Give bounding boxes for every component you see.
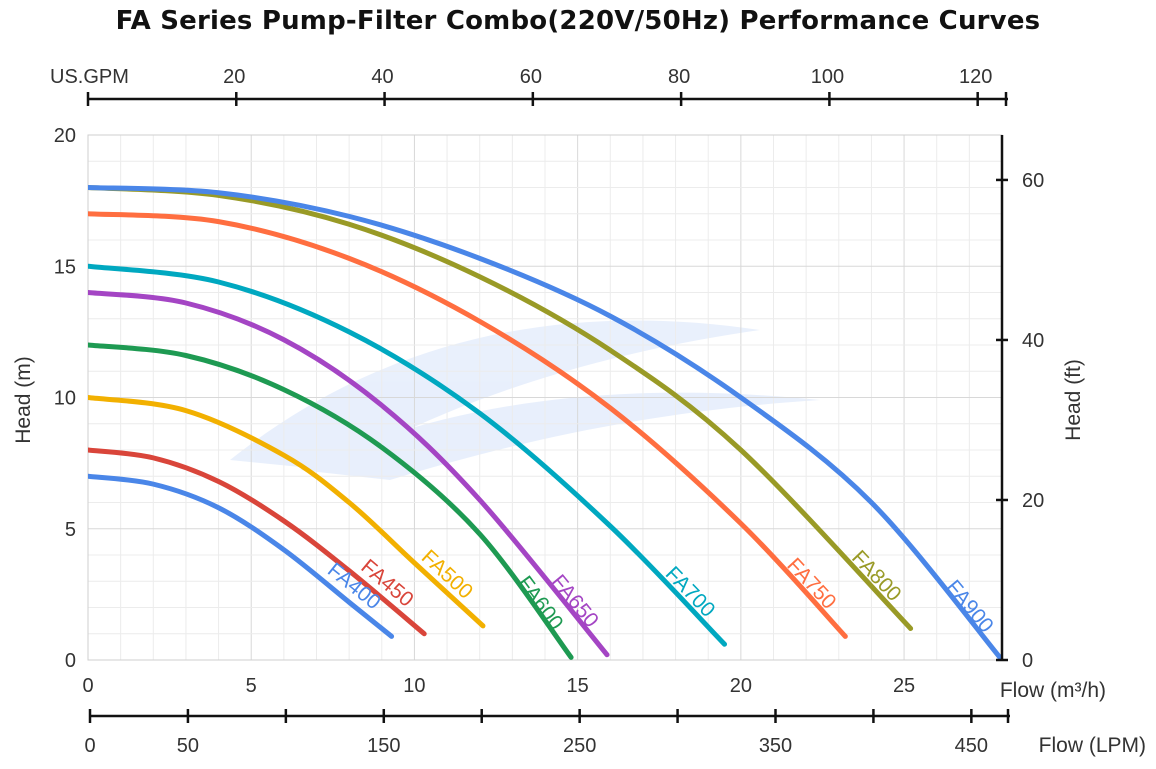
y-axis-title: Head (m) — [12, 356, 35, 444]
gpm-tick-label: 100 — [811, 66, 844, 88]
x-tick-label: 5 — [246, 675, 257, 697]
x-tick-label: 0 — [82, 675, 93, 697]
y-tick-label: 5 — [65, 519, 76, 541]
x-axis-title: Flow (m³/h) — [1000, 679, 1106, 702]
series-line-fa450 — [88, 447, 427, 637]
y2-tick-label: 60 — [1022, 170, 1044, 192]
series-line-fa650 — [88, 290, 610, 658]
gpm-tick-label: 120 — [959, 66, 992, 88]
series-line-fa600 — [88, 342, 574, 660]
x-tick-label: 20 — [730, 675, 752, 697]
y2-axis-title: Head (ft) — [1062, 359, 1085, 441]
x-tick-label: 25 — [893, 675, 915, 697]
series-line-fa900 — [88, 185, 1002, 660]
lpm-tick-label: 50 — [177, 735, 199, 757]
y-tick-label: 15 — [54, 256, 76, 278]
y-tick-label: 20 — [54, 125, 76, 147]
x-tick-label: 10 — [403, 675, 425, 697]
chart-title: FA Series Pump-Filter Combo(220V/50Hz) P… — [115, 6, 1041, 36]
gpm-tick-label: 20 — [223, 66, 245, 88]
curves — [88, 185, 1002, 660]
lpm-tick-label: 450 — [955, 735, 988, 757]
series-line-fa800 — [88, 185, 914, 631]
y2-tick-label: 0 — [1022, 650, 1033, 672]
y2-tick-label: 40 — [1022, 330, 1044, 352]
lpm-tick-label: 0 — [84, 735, 95, 757]
y2-tick-label: 20 — [1022, 490, 1044, 512]
gpm-tick-label: 40 — [371, 66, 393, 88]
series-line-fa400 — [88, 473, 395, 639]
gpm-axis-label: US.GPM — [50, 66, 129, 88]
series-line-fa750 — [88, 211, 848, 639]
lpm-tick-label: 250 — [563, 735, 596, 757]
series-line-fa700 — [88, 263, 728, 647]
lpm-tick-label: 150 — [367, 735, 400, 757]
lpm-tick-label: 350 — [759, 735, 792, 757]
y-tick-label: 0 — [65, 650, 76, 672]
gpm-tick-label: 80 — [668, 66, 690, 88]
series-line-fa500 — [88, 395, 486, 629]
y-tick-label: 10 — [54, 388, 76, 410]
x-tick-label: 15 — [567, 675, 589, 697]
lpm-axis-title: Flow (LPM) — [1039, 734, 1146, 757]
gpm-tick-label: 60 — [520, 66, 542, 88]
